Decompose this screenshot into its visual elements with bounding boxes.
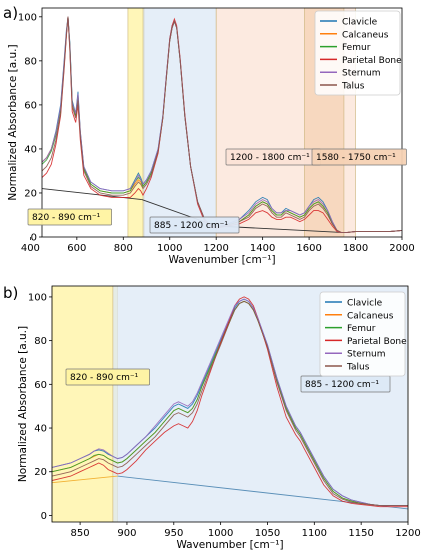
baseline-line [51, 475, 118, 484]
legend-label: Sternum [342, 69, 381, 79]
shaded-region [143, 8, 217, 237]
y-axis-label: Normalized Absorbance [a.u.] [7, 44, 19, 200]
x-tick-label: 1800 [343, 243, 368, 254]
legend-label: Talus [341, 82, 365, 92]
x-tick-label: 1150 [348, 528, 373, 539]
x-tick-label: 1600 [296, 243, 321, 254]
x-tick-label: 2000 [389, 243, 414, 254]
legend-label: Clavicle [347, 299, 383, 309]
legend-label: Femur [347, 324, 376, 334]
axes-frame [41, 7, 403, 238]
y-axis-label: Normalized Absorbance [a.u.] [17, 326, 29, 482]
y-tick-label: 80 [34, 336, 47, 347]
region-label: 1200 - 1800 cm⁻¹ [230, 153, 310, 163]
legend-box [314, 10, 401, 96]
x-tick-label: 400 [21, 243, 40, 254]
series-lines [52, 296, 408, 508]
y-tick-label: 100 [18, 12, 37, 23]
legend-label: Calcaneus [347, 311, 394, 321]
region-label: 885 - 1200 cm⁻¹ [305, 380, 379, 390]
series-line-sternum [52, 298, 408, 507]
x-tick-label: 1100 [302, 528, 327, 539]
x-tick-label: 1000 [157, 243, 182, 254]
series-line-femur [52, 300, 408, 507]
x-tick-label: 850 [71, 528, 90, 539]
region-label-box [27, 208, 112, 226]
y-tick-label: 60 [24, 100, 37, 111]
region-label-box [149, 216, 240, 234]
y-tick-label: 80 [24, 56, 37, 67]
region-label: 1580 - 1750 cm⁻¹ [316, 153, 396, 163]
legend-label: Clavicle [342, 18, 378, 28]
x-tick-label: 1200 [203, 243, 228, 254]
panel-label: b) [3, 284, 18, 302]
panel-label: a) [3, 4, 18, 22]
legend-label: Femur [342, 43, 371, 53]
x-tick-label: 1200 [395, 528, 420, 539]
y-tick-label: 40 [24, 144, 37, 155]
legend-label: Parietal Bone [347, 337, 407, 347]
shaded-region [127, 8, 145, 237]
series-line-talus [42, 16, 402, 234]
legend-label: Parietal Bone [342, 56, 402, 66]
x-tick-label: 1400 [250, 243, 275, 254]
y-tick-label: 20 [34, 467, 47, 478]
x-tick-label: 1000 [208, 528, 233, 539]
x-axis-label: Wavenumber [cm⁻¹] [168, 254, 275, 266]
x-tick-label: 900 [117, 528, 136, 539]
shaded-region [52, 286, 118, 522]
region-label-box [65, 368, 150, 386]
x-tick-label: 600 [67, 243, 86, 254]
y-tick-label: 60 [34, 380, 47, 391]
y-tick-label: 0 [41, 511, 47, 522]
x-tick-label: 950 [164, 528, 183, 539]
panel-b: b) 850 900 950 1000 1050 1100 1150 1200 0 20 40 60 80… [3, 284, 421, 550]
x-tick-label: 800 [114, 243, 133, 254]
legend-label: Calcaneus [342, 30, 389, 40]
panel-a: a) 400 600 800 1000 1200 1400 1600 1800 2000 0 20 40… [3, 4, 415, 266]
axes-frame [51, 285, 409, 523]
region-label: 885 - 1200 cm⁻¹ [154, 221, 228, 231]
legend-label: Talus [346, 363, 370, 373]
y-tick-label: 20 [24, 188, 37, 199]
region-label: 820 - 890 cm⁻¹ [70, 373, 139, 383]
legend-box [319, 291, 406, 377]
y-tick-label: 40 [34, 424, 47, 435]
x-tick-label: 1050 [255, 528, 280, 539]
series-lines [42, 16, 402, 234]
region-label-box [311, 148, 407, 166]
legend-label: Sternum [347, 350, 386, 360]
x-axis-label: Wavenumber [cm⁻¹] [176, 539, 283, 550]
y-tick-label: 100 [28, 292, 47, 303]
series-line-talus [52, 300, 408, 507]
y-tick-label: 0 [31, 233, 37, 244]
region-label: 820 - 890 cm⁻¹ [32, 213, 101, 223]
